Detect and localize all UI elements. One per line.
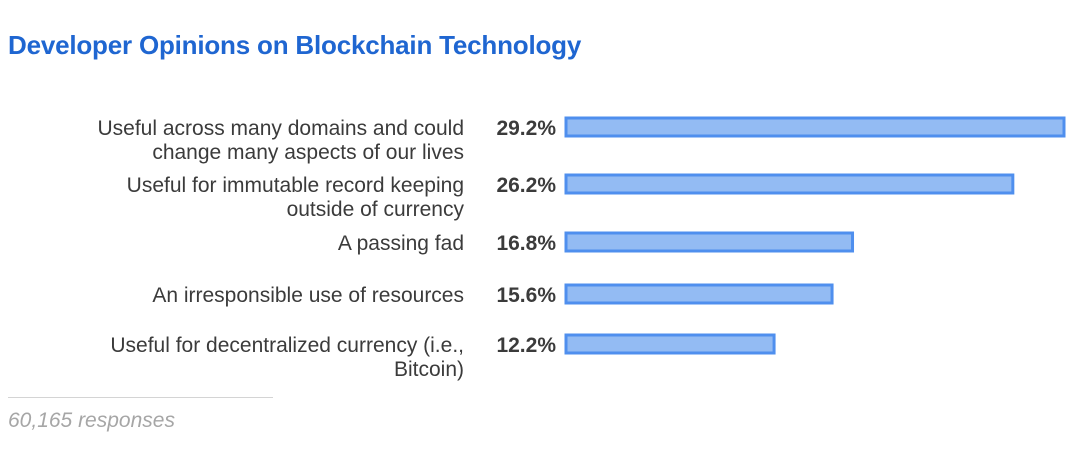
footer-divider <box>8 397 273 398</box>
category-label-1: Useful across many domains and could chan… <box>97 117 464 164</box>
bar-5 <box>564 333 776 355</box>
value-label-5: 12.2% <box>496 334 556 357</box>
bar-chart: 29.2% Useful across many domains and coul… <box>97 116 1066 381</box>
bar-3 <box>564 231 855 253</box>
chart-title: Developer Opinions on Blockchain Technol… <box>8 30 582 60</box>
bar-1 <box>564 116 1066 138</box>
bar-2 <box>564 173 1015 195</box>
value-label-4: 15.6% <box>496 284 556 307</box>
bar-4 <box>564 283 834 305</box>
category-label-4: An irresponsible use of resources <box>152 284 464 307</box>
category-label-2: Useful for immutable record keeping outsi… <box>127 174 465 221</box>
value-label-3: 16.8% <box>496 232 556 255</box>
response-count: 60,165 responses <box>8 409 175 432</box>
category-label-5: Useful for decentralized currency (i.e.,… <box>110 334 464 381</box>
category-label-3: A passing fad <box>338 232 464 255</box>
value-label-2: 26.2% <box>496 174 556 197</box>
value-label-1: 29.2% <box>496 117 556 140</box>
